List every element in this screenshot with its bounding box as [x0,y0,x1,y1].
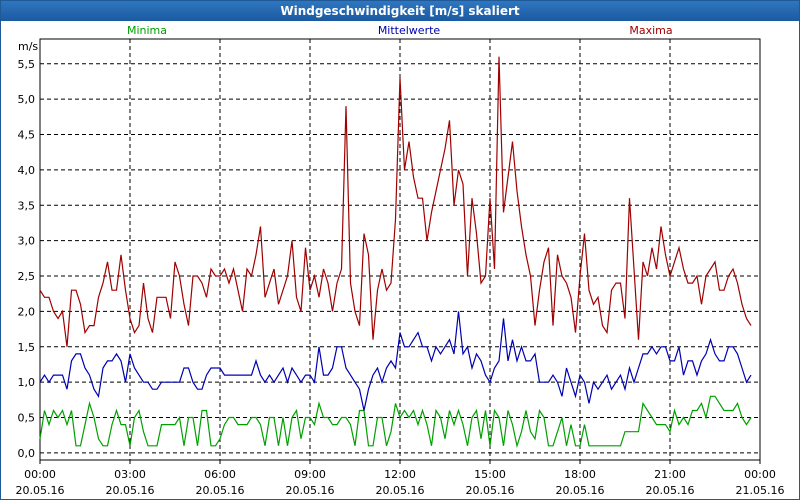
y-tick-label: 3,0 [18,235,36,248]
series-lines [39,56,752,449]
x-tick-time: 15:00 [474,468,506,481]
x-tick-time: 06:00 [204,468,236,481]
x-tick-date: 20.05.16 [16,484,65,497]
x-axis: 00:00 20.05.16 03:00 20.05.16 06:00 20.05.16 0… [16,460,785,497]
legend-entry-maxima: Maxima [629,24,672,37]
y-tick-label: 5,0 [18,93,36,106]
x-tick-date: 20.05.16 [466,484,515,497]
x-tick-date: 20.05.16 [286,484,335,497]
legend-entry-minima: Minima [127,24,167,37]
chart-title: Windgeschwindigkeit [m/s] skaliert [1,1,799,21]
series-line-mittelwerte [39,311,752,411]
x-tick-date: 20.05.16 [196,484,245,497]
series-line-minima [39,395,752,449]
x-tick-time: 00:00 [744,468,776,481]
y-tick-label: 4,5 [18,129,36,142]
x-tick-date: 20.05.16 [106,484,155,497]
y-tick-label: 1,0 [18,376,36,389]
y-axis-label: m/s [18,40,38,53]
y-tick-label: 5,5 [18,58,36,71]
x-tick-time: 09:00 [294,468,326,481]
y-tick-label: 4,0 [18,164,36,177]
x-tick-time: 12:00 [384,468,416,481]
x-tick-time: 03:00 [114,468,146,481]
y-tick-label: 1,5 [18,341,36,354]
y-tick-label: 3,5 [18,199,36,212]
y-tick-label: 2,0 [18,305,36,318]
x-tick-date: 20.05.16 [556,484,605,497]
y-axis: 0,0 0,5 1,0 1,5 2,0 2,5 3,0 3,5 4,0 4,5 5,0 5,5 [18,58,36,460]
y-tick-label: 2,5 [18,270,36,283]
x-tick-date: 20.05.16 [376,484,425,497]
y-tick-label: 0,0 [18,447,36,460]
x-tick-date: 21.05.16 [736,484,785,497]
legend-entry-mittelwerte: Mittelwerte [378,24,441,37]
series-line-maxima [39,56,752,347]
x-tick-time: 21:00 [654,468,686,481]
x-tick-time: 18:00 [564,468,596,481]
y-tick-label: 0,5 [18,412,36,425]
x-tick-date: 20.05.16 [646,484,695,497]
x-tick-time: 00:00 [24,468,56,481]
legend: Minima Mittelwerte Maxima [127,24,673,37]
grid-lines [40,39,760,460]
